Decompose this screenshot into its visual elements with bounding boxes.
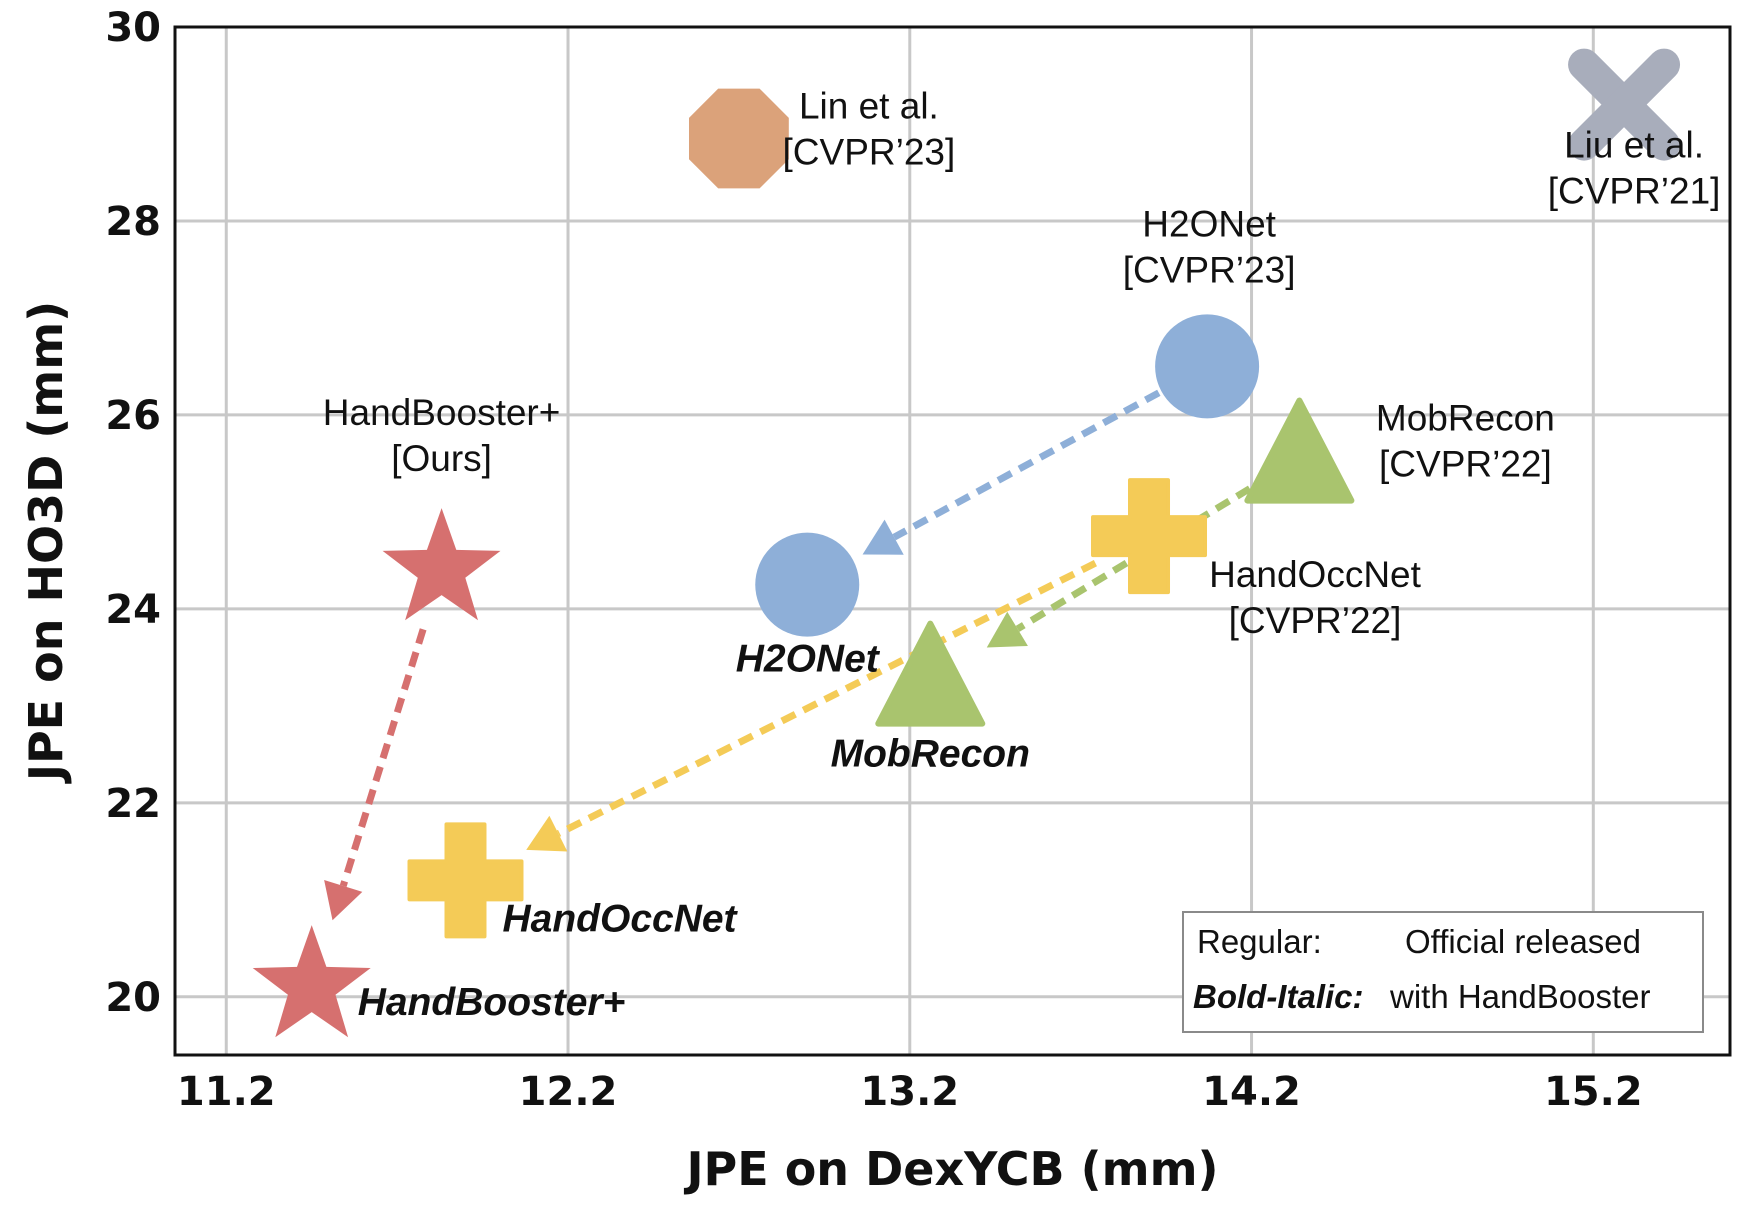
liu-marker [1568, 48, 1681, 161]
legend-bold-italic-key: Bold-Italic: [1193, 978, 1364, 1015]
handbooster-hb-label: HandBooster+ [358, 981, 626, 1024]
arrow-line-handoccnet [556, 560, 1097, 837]
x-tick-label: 13.2 [860, 1069, 959, 1115]
plot-frame [173, 25, 1732, 1057]
arrow-head-mobrecon [986, 611, 1028, 648]
x-tick-label: 11.2 [177, 1069, 276, 1115]
arrow-head-handbooster [324, 879, 363, 921]
arrow-head-handoccnet [526, 815, 568, 852]
tick-labels: 11.2 12.2 13.2 14.2 15.2 20 22 24 26 28 30 [105, 5, 1642, 1115]
handoccnet-label: HandOccNet [1209, 554, 1422, 595]
legend: Regular: Official released Bold-Italic: … [1182, 911, 1704, 1033]
x-axis-title: JPE on DexYCB (mm) [683, 1142, 1218, 1196]
legend-regular-key: Regular: [1197, 923, 1322, 960]
arrow-line-mobrecon [1015, 485, 1252, 632]
mobrecon-marker [1244, 397, 1355, 504]
y-tick-label: 28 [105, 199, 161, 245]
liu-label: Liu et al. [1564, 125, 1704, 166]
lin-label: [CVPR’23] [783, 132, 956, 173]
h2onet-hb-marker [755, 532, 860, 637]
markers [252, 48, 1681, 1038]
y-axis-title: JPE on HO3D (mm) [19, 301, 73, 784]
lin-marker [689, 88, 789, 189]
x-stroke [1568, 48, 1681, 161]
arrows [324, 389, 1252, 921]
h2onet-label: [CVPR’23] [1123, 249, 1296, 290]
handbooster-label: [Ours] [391, 438, 492, 479]
handoccnet-label: [CVPR’22] [1229, 600, 1402, 641]
handbooster-marker [382, 508, 501, 621]
legend-bold-italic-value: with HandBooster [1389, 978, 1650, 1015]
y-tick-label: 24 [105, 587, 161, 633]
mobrecon-label: [CVPR’22] [1379, 444, 1552, 485]
legend-box [1182, 911, 1704, 1033]
h2onet-hb-label: H2ONet [736, 638, 881, 681]
handbooster-label: HandBooster+ [323, 392, 561, 433]
mobrecon-label: MobRecon [1376, 398, 1555, 439]
lin-label: Lin et al. [799, 86, 939, 127]
mobrecon-hb-label: MobRecon [831, 733, 1030, 776]
arrow-line-h2onet [892, 389, 1161, 541]
point-labels: Lin et al. [CVPR’23] Liu et al. [CVPR’21] H2… [323, 86, 1721, 1025]
y-tick-label: 30 [105, 5, 161, 51]
h2onet-marker [1155, 314, 1260, 419]
x-tick-label: 15.2 [1544, 1069, 1643, 1115]
x-tick-label: 14.2 [1202, 1069, 1301, 1115]
y-tick-label: 22 [105, 781, 161, 827]
handoccnet-marker [1091, 478, 1208, 595]
legend-regular-value: Official released [1405, 923, 1641, 960]
liu-label: [CVPR’21] [1548, 171, 1721, 212]
handbooster-hb-marker [252, 925, 371, 1038]
y-tick-label: 20 [105, 975, 161, 1021]
arrow-line-handbooster [339, 628, 427, 887]
handoccnet-hb-marker [407, 822, 524, 939]
arrow-head-h2onet [862, 519, 904, 555]
y-tick-label: 26 [105, 393, 161, 439]
handoccnet-hb-label: HandOccNet [502, 897, 738, 940]
x-tick-label: 12.2 [519, 1069, 618, 1115]
h2onet-label: H2ONet [1142, 203, 1276, 244]
mobrecon-hb-marker [875, 620, 986, 727]
